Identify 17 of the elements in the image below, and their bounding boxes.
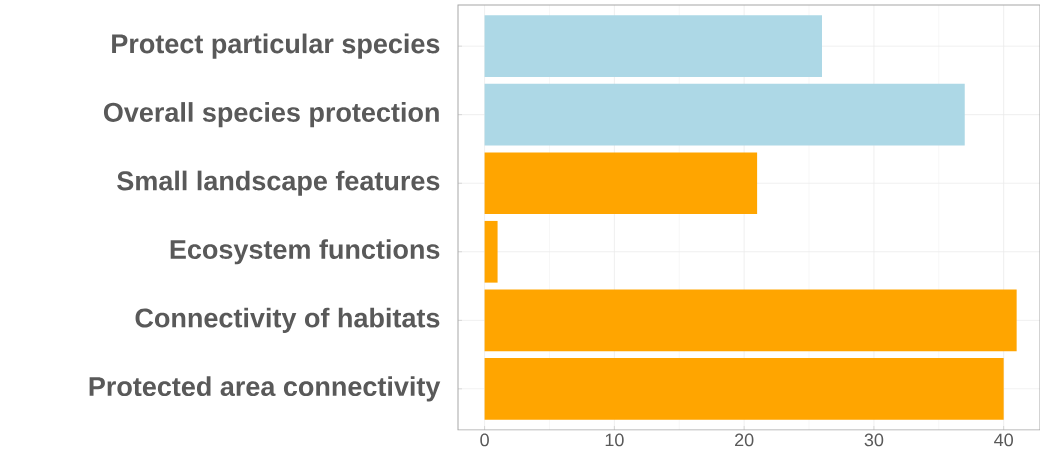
x-tick-label: 30	[864, 433, 884, 447]
bar	[484, 289, 1017, 352]
bar	[484, 83, 965, 146]
y-tick-label: Overall species protection	[103, 102, 439, 128]
x-tick-label: 10	[605, 433, 624, 447]
y-tick-label: Connectivity of habitats	[135, 307, 440, 333]
bar	[484, 15, 822, 77]
bar	[484, 152, 758, 215]
x-tick-label: 40	[994, 433, 1013, 447]
bar	[484, 358, 1004, 420]
x-tick-label: 0	[480, 433, 489, 447]
y-tick-label: Ecosystem functions	[170, 239, 440, 265]
y-tick-label: Protect particular species	[112, 33, 440, 59]
bar	[484, 220, 498, 283]
x-tick-label: 20	[735, 433, 754, 447]
y-tick-label: Small landscape features	[117, 170, 440, 196]
y-tick-label: Protected area connectivity	[89, 376, 441, 402]
